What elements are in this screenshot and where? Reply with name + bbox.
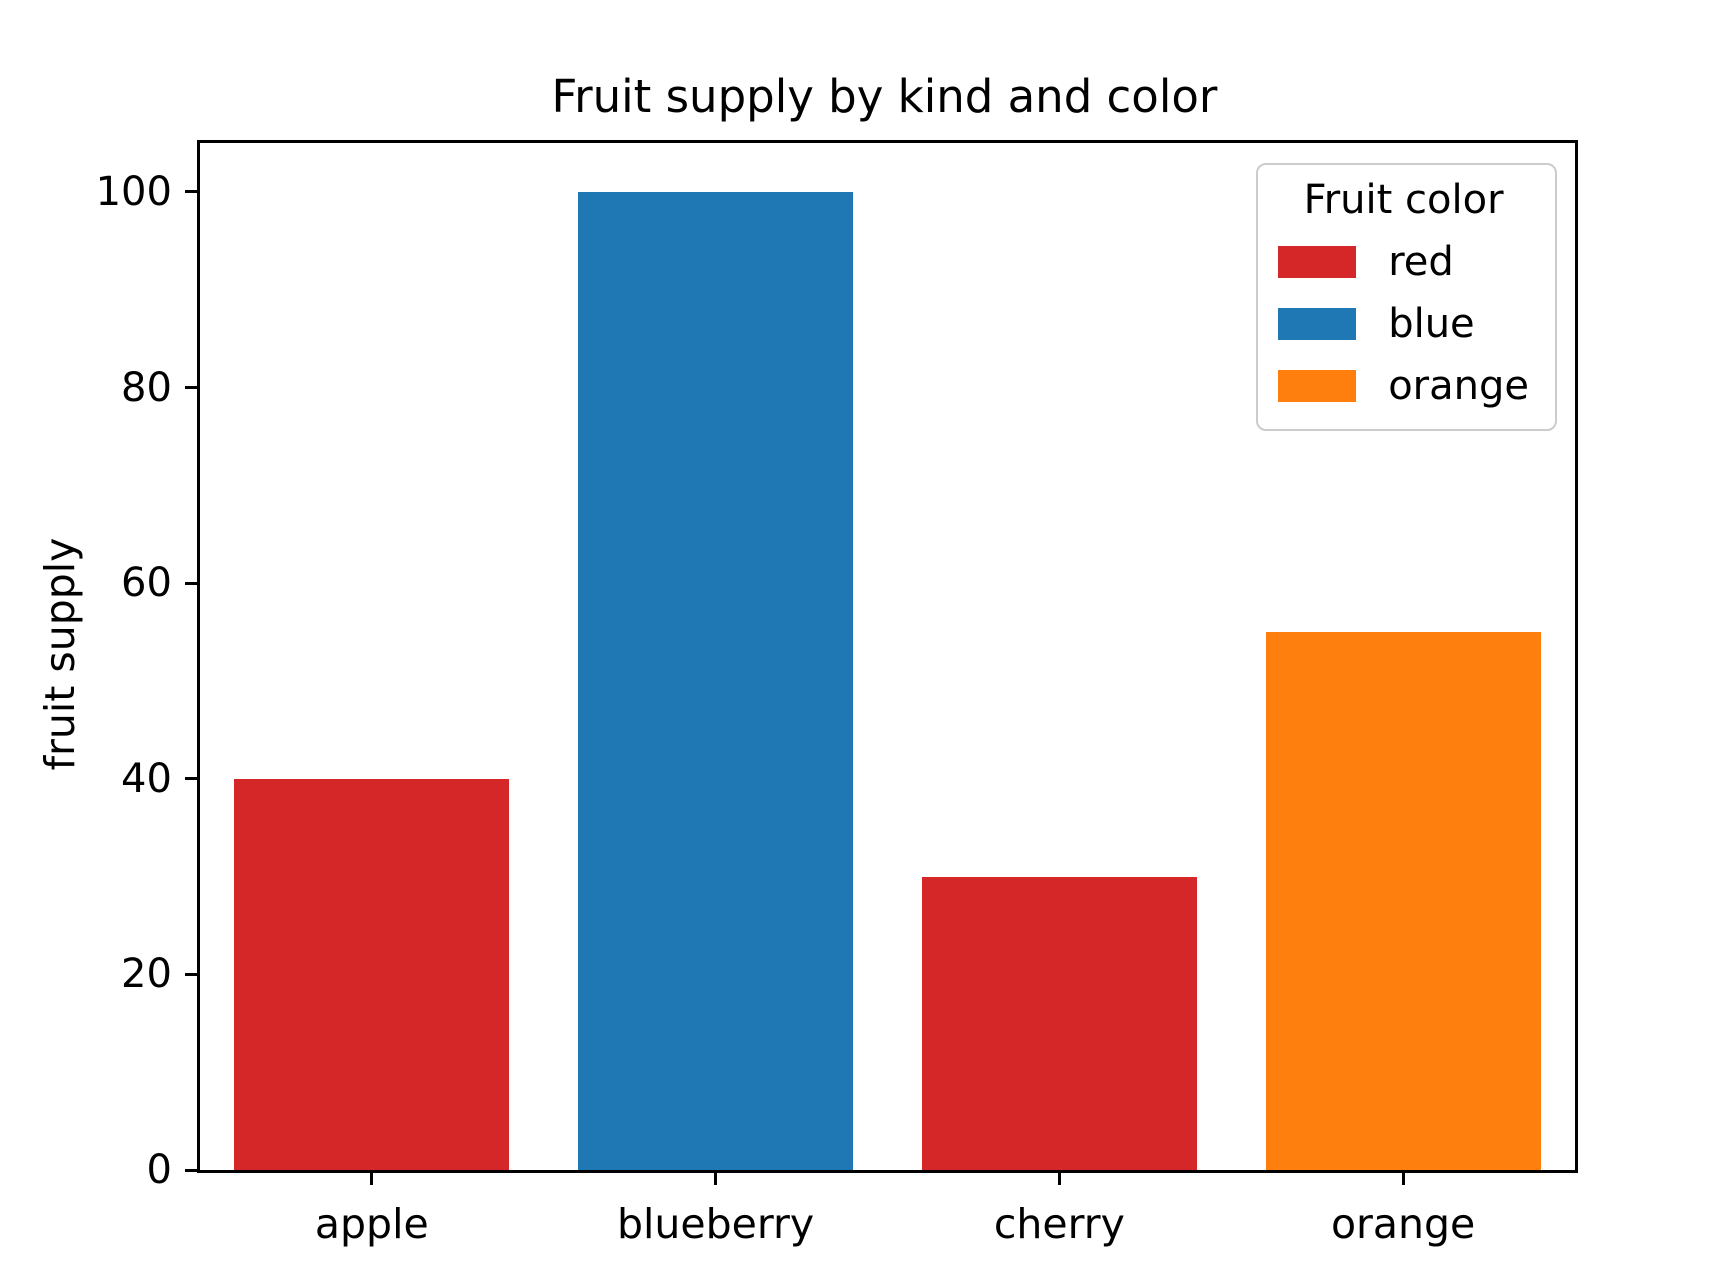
x-tick-label: orange — [1330, 1200, 1476, 1249]
legend-swatch-red — [1278, 245, 1357, 278]
chart-title: Fruit supply by kind and color — [551, 70, 1218, 123]
x-tick-mark — [1057, 1170, 1061, 1186]
legend-entry-label: orange — [1388, 362, 1529, 409]
legend-swatch-orange — [1278, 369, 1357, 402]
y-tick-label: 80 — [121, 364, 172, 411]
legend-swatch-blue — [1278, 307, 1357, 340]
bar-apple — [234, 778, 510, 1171]
x-tick-label: apple — [314, 1200, 429, 1249]
y-tick-mark — [184, 581, 197, 585]
legend-entry-label: blue — [1388, 300, 1475, 347]
y-tick-mark — [184, 972, 197, 976]
y-tick-mark — [184, 386, 197, 389]
legend-entry-red: red — [1278, 239, 1529, 285]
y-tick-label: 60 — [121, 560, 172, 607]
legend-items: red blue orange — [1278, 239, 1529, 409]
plot-area: Fruit color red blue orange 0 20 40 60 80 100 ap… — [96, 139, 1578, 1248]
x-tick-label: blueberry — [616, 1200, 815, 1249]
y-tick-mark — [184, 190, 197, 194]
legend-entry-blue: blue — [1278, 301, 1529, 347]
y-tick-mark — [184, 777, 197, 781]
legend-entry-orange: orange — [1278, 363, 1529, 409]
y-tick-label: 0 — [146, 1147, 172, 1194]
y-tick-label: 40 — [121, 755, 172, 802]
legend: Fruit color red blue orange — [1256, 162, 1557, 431]
x-tick-mark — [1401, 1170, 1405, 1186]
y-tick-label: 20 — [121, 951, 172, 998]
bar-orange — [1265, 632, 1541, 1171]
legend-entry-label: red — [1388, 238, 1454, 285]
y-axis-label: fruit supply — [36, 537, 84, 771]
x-tick-mark — [370, 1170, 374, 1186]
y-tick-mark — [184, 1168, 197, 1172]
x-tick-label: cherry — [993, 1200, 1125, 1249]
x-tick-mark — [714, 1170, 718, 1186]
y-tick-label: 100 — [95, 168, 172, 215]
legend-title: Fruit color — [1303, 176, 1504, 223]
bar-cherry — [921, 876, 1197, 1171]
bar-blueberry — [578, 191, 854, 1171]
